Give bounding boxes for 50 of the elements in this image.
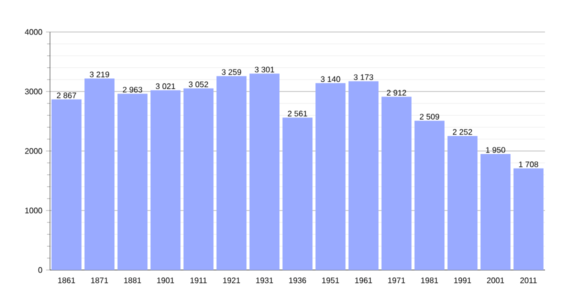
data-label: 1 950 (486, 147, 506, 153)
data-label: 3 173 (354, 74, 374, 80)
data-label: 3 021 (156, 83, 176, 90)
bar (282, 118, 313, 270)
x-tick-label: 1936 (289, 278, 306, 284)
bar (480, 154, 511, 270)
x-tick-label: 1921 (223, 278, 240, 284)
bar (448, 136, 478, 270)
bar (382, 96, 412, 270)
bar (316, 83, 346, 270)
bar (514, 168, 544, 270)
y-tick-label: 0 (38, 267, 42, 273)
x-tick-label: 1971 (388, 278, 406, 284)
data-label: 3 301 (254, 66, 274, 72)
bar (150, 90, 181, 270)
bar (52, 99, 82, 270)
x-tick-label: 1901 (157, 278, 174, 284)
data-label: 1 708 (519, 162, 538, 168)
data-label: 2 561 (288, 110, 308, 116)
x-tick-label: 1881 (124, 278, 142, 284)
data-label: 2 509 (420, 114, 440, 120)
bar (414, 120, 445, 270)
data-label: 3 219 (90, 72, 110, 78)
bar (216, 76, 247, 270)
x-tick-label: 1981 (421, 278, 438, 284)
y-tick-label: 4000 (24, 29, 42, 35)
y-tick-label: 3000 (24, 88, 42, 94)
bar (250, 74, 280, 270)
bar (118, 94, 148, 270)
bar (348, 81, 379, 270)
bar (84, 78, 115, 270)
bar (184, 88, 214, 270)
data-label: 2 867 (56, 92, 76, 98)
x-tick-label: 1911 (190, 278, 207, 284)
data-label: 3 052 (188, 82, 208, 88)
x-tick-label: 1861 (58, 278, 76, 284)
x-tick-label: 1871 (91, 278, 108, 284)
data-label: 2 963 (122, 86, 142, 93)
x-tick-label: 1961 (355, 278, 372, 284)
x-tick-label: 1991 (454, 278, 472, 284)
x-tick-label: 2011 (520, 278, 537, 284)
y-tick-label: 2000 (25, 148, 42, 154)
x-tick-label: 2001 (487, 278, 504, 284)
x-tick-label: 1931 (256, 278, 274, 284)
data-label: 3 259 (222, 69, 242, 75)
data-label: 2 252 (452, 129, 472, 135)
data-label: 2 912 (386, 90, 406, 96)
data-label: 3 140 (320, 76, 340, 82)
y-tick-label: 1000 (25, 208, 42, 214)
x-tick-label: 1951 (322, 278, 340, 284)
